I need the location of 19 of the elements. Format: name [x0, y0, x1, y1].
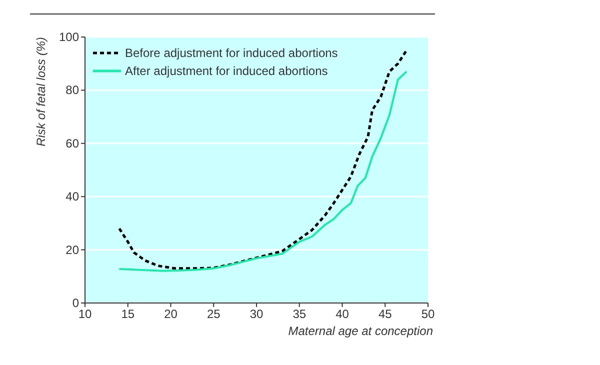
x-axis-title: Maternal age at conception [288, 324, 434, 338]
legend-label: After adjustment for induced abortions [125, 64, 328, 78]
y-tick-label: 0 [72, 296, 80, 310]
y-tick-label: 80 [66, 83, 80, 98]
x-tick-label: 15 [121, 307, 135, 321]
x-tick-label: 10 [78, 307, 92, 321]
x-tick-label: 45 [378, 307, 392, 321]
y-tick-label: 40 [66, 190, 80, 204]
y-tick-label: 20 [66, 242, 80, 257]
x-tick-label: 30 [250, 307, 264, 321]
y-axis-title: Risk of fetal loss (%) [34, 36, 48, 146]
legend-label: Before adjustment for induced abortions [125, 46, 338, 60]
x-tick-label: 25 [206, 307, 221, 321]
y-tick-label: 100 [58, 30, 80, 44]
x-tick-label: 40 [336, 307, 350, 321]
x-tick-label: 20 [164, 307, 178, 321]
y-tick-label: 60 [66, 136, 80, 150]
x-tick-label: 35 [292, 307, 306, 321]
x-tick-label: 50 [421, 307, 435, 321]
